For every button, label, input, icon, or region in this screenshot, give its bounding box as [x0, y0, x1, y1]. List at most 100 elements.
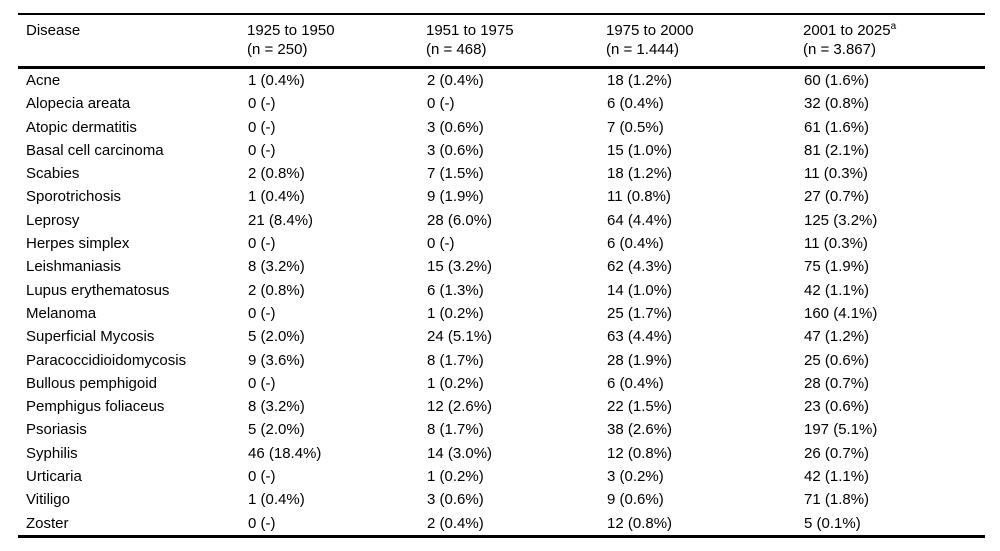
disease-name-cell: Psoriasis [26, 421, 87, 439]
value-cell: 1 (0.4%) [248, 72, 305, 89]
value-cell: 197 (5.1%) [804, 421, 878, 439]
value-cell: 5 (0.1%) [804, 514, 861, 532]
value-cell: 32 (0.8%) [804, 95, 870, 113]
disease-name-cell: Alopecia areata [26, 95, 131, 113]
value-cell: 2 (0.8%) [248, 165, 305, 183]
period-label: 1951 to 1975 [426, 22, 514, 39]
value-cell: 8 (1.7%) [427, 351, 484, 369]
disease-name-cell: Urticaria [26, 468, 82, 486]
table-row: Acne 1 (0.4%) 2 (0.4%) 18 (1.2%) 60 (1.6%) [18, 68, 985, 93]
table-row: Syphilis 46 (18.4%) 14 (3.0%) 12 (0.8%) 26 (… [18, 442, 985, 465]
value-cell: 7 (1.5%) [427, 165, 484, 183]
value-cell: 0 (-) [248, 141, 276, 159]
value-cell: 3 (0.6%) [427, 141, 484, 159]
value-cell: 6 (1.3%) [427, 281, 484, 299]
disease-name-cell: Lupus erythematosus [26, 281, 170, 299]
value-cell: 28 (0.7%) [804, 374, 870, 392]
table-row: Psoriasis 5 (2.0%) 8 (1.7%) 38 (2.6%) 197 (5… [18, 418, 985, 441]
table-row: Basal cell carcinoma 0 (-) 3 (0.6%) 15 (1.0… [18, 139, 985, 162]
value-cell: 21 (8.4%) [248, 211, 314, 229]
value-cell: 22 (1.5%) [607, 398, 673, 416]
value-cell: 24 (5.1%) [427, 328, 493, 346]
value-cell: 3 (0.6%) [427, 491, 484, 509]
disease-name-cell: Atopic dermatitis [26, 118, 137, 136]
value-cell: 25 (1.7%) [607, 304, 673, 322]
value-cell: 0 (-) [248, 304, 276, 322]
value-cell: 2 (0.8%) [248, 281, 305, 299]
value-cell: 61 (1.6%) [804, 118, 870, 136]
table-row: Urticaria 0 (-) 1 (0.2%) 3 (0.2%) 42 (1.1%) [18, 465, 985, 488]
value-cell: 8 (3.2%) [248, 398, 305, 416]
value-cell: 12 (2.6%) [427, 398, 493, 416]
value-cell: 1 (0.2%) [427, 304, 484, 322]
value-cell: 26 (0.7%) [804, 444, 870, 462]
value-cell: 5 (2.0%) [248, 328, 305, 346]
column-header-label: 1951 to 1975 [426, 21, 606, 40]
value-cell: 42 (1.1%) [804, 281, 870, 299]
disease-name-cell: Pemphigus foliaceus [26, 398, 165, 416]
table-row: Paracoccidioidomycosis 9 (3.6%) 8 (1.7%) 28… [18, 349, 985, 372]
value-cell: 81 (2.1%) [804, 141, 870, 159]
column-header-period-2: 1951 to 1975 (n = 468) [426, 14, 606, 68]
value-cell: 62 (4.3%) [607, 258, 673, 276]
table-row: Zoster 0 (-) 2 (0.4%) 12 (0.8%) 5 (0.1%) [18, 512, 985, 537]
value-cell: 0 (-) [248, 118, 276, 136]
value-cell: 9 (1.9%) [427, 188, 484, 206]
value-cell: 3 (0.6%) [427, 118, 484, 136]
value-cell: 28 (6.0%) [427, 211, 493, 229]
value-cell: 0 (-) [248, 514, 276, 532]
value-cell: 6 (0.4%) [607, 235, 664, 253]
table-row: Melanoma 0 (-) 1 (0.2%) 25 (1.7%) 160 (4.1%) [18, 302, 985, 325]
disease-name-cell: Zoster [26, 514, 69, 532]
period-label: 2001 to 2025 [803, 22, 891, 39]
table-row: Alopecia areata 0 (-) 0 (-) 6 (0.4%) 32 (0.8… [18, 92, 985, 115]
disease-name-cell: Sporotrichosis [26, 188, 122, 206]
value-cell: 8 (3.2%) [248, 258, 305, 276]
value-cell: 23 (0.6%) [804, 398, 870, 416]
value-cell: 11 (0.3%) [804, 165, 868, 183]
disease-name-cell: Leishmaniasis [26, 258, 122, 276]
table-row: Sporotrichosis 1 (0.4%) 9 (1.9%) 11 (0.8%) 2… [18, 185, 985, 208]
value-cell: 2 (0.4%) [427, 514, 484, 532]
disease-name-cell: Acne [26, 72, 61, 89]
table-row: Bullous pemphigoid 0 (-) 1 (0.2%) 6 (0.4%) 2… [18, 372, 985, 395]
value-cell: 8 (1.7%) [427, 421, 484, 439]
disease-name-cell: Melanoma [26, 304, 97, 322]
value-cell: 0 (-) [427, 235, 455, 253]
value-cell: 63 (4.4%) [607, 328, 673, 346]
column-header-label: Disease [26, 22, 81, 39]
column-header-period-3: 1975 to 2000 (n = 1.444) [606, 14, 803, 68]
value-cell: 1 (0.4%) [248, 491, 305, 509]
value-cell: 75 (1.9%) [804, 258, 870, 276]
table-row: Herpes simplex 0 (-) 0 (-) 6 (0.4%) 11 (0.3%… [18, 232, 985, 255]
value-cell: 27 (0.7%) [804, 188, 870, 206]
value-cell: 11 (0.3%) [804, 235, 868, 253]
disease-name-cell: Vitiligo [26, 491, 70, 509]
value-cell: 6 (0.4%) [607, 374, 664, 392]
value-cell: 64 (4.4%) [607, 211, 673, 229]
value-cell: 0 (-) [248, 95, 276, 113]
sample-size-label: (n = 250) [247, 41, 308, 58]
column-header-disease: Disease [18, 14, 247, 68]
value-cell: 14 (1.0%) [607, 281, 673, 299]
footnote-marker: a [890, 21, 897, 32]
disease-name-cell: Scabies [26, 165, 80, 183]
column-header-label: 1975 to 2000 [606, 21, 803, 40]
table-row: Vitiligo 1 (0.4%) 3 (0.6%) 9 (0.6%) 71 (1.8%… [18, 488, 985, 511]
value-cell: 12 (0.8%) [607, 514, 673, 532]
table-row: Atopic dermatitis 0 (-) 3 (0.6%) 7 (0.5%) 61… [18, 116, 985, 139]
header-row: Disease 1925 to 1950 (n = 250) 1951 to 1… [18, 14, 985, 68]
table-row: Pemphigus foliaceus 8 (3.2%) 12 (2.6%) 22 (… [18, 395, 985, 418]
table-body: Acne 1 (0.4%) 2 (0.4%) 18 (1.2%) 60 (1.6%) Al… [18, 68, 985, 537]
value-cell: 18 (1.2%) [607, 165, 673, 183]
value-cell: 14 (3.0%) [427, 444, 493, 462]
value-cell: 15 (1.0%) [607, 141, 673, 159]
value-cell: 125 (3.2%) [804, 211, 878, 229]
value-cell: 28 (1.9%) [607, 351, 673, 369]
column-header-label: 1925 to 1950 [247, 21, 426, 40]
sample-size-label: (n = 3.867) [803, 41, 876, 58]
value-cell: 1 (0.4%) [248, 188, 305, 206]
disease-name-cell: Basal cell carcinoma [26, 141, 164, 159]
disease-name-cell: Bullous pemphigoid [26, 374, 157, 392]
